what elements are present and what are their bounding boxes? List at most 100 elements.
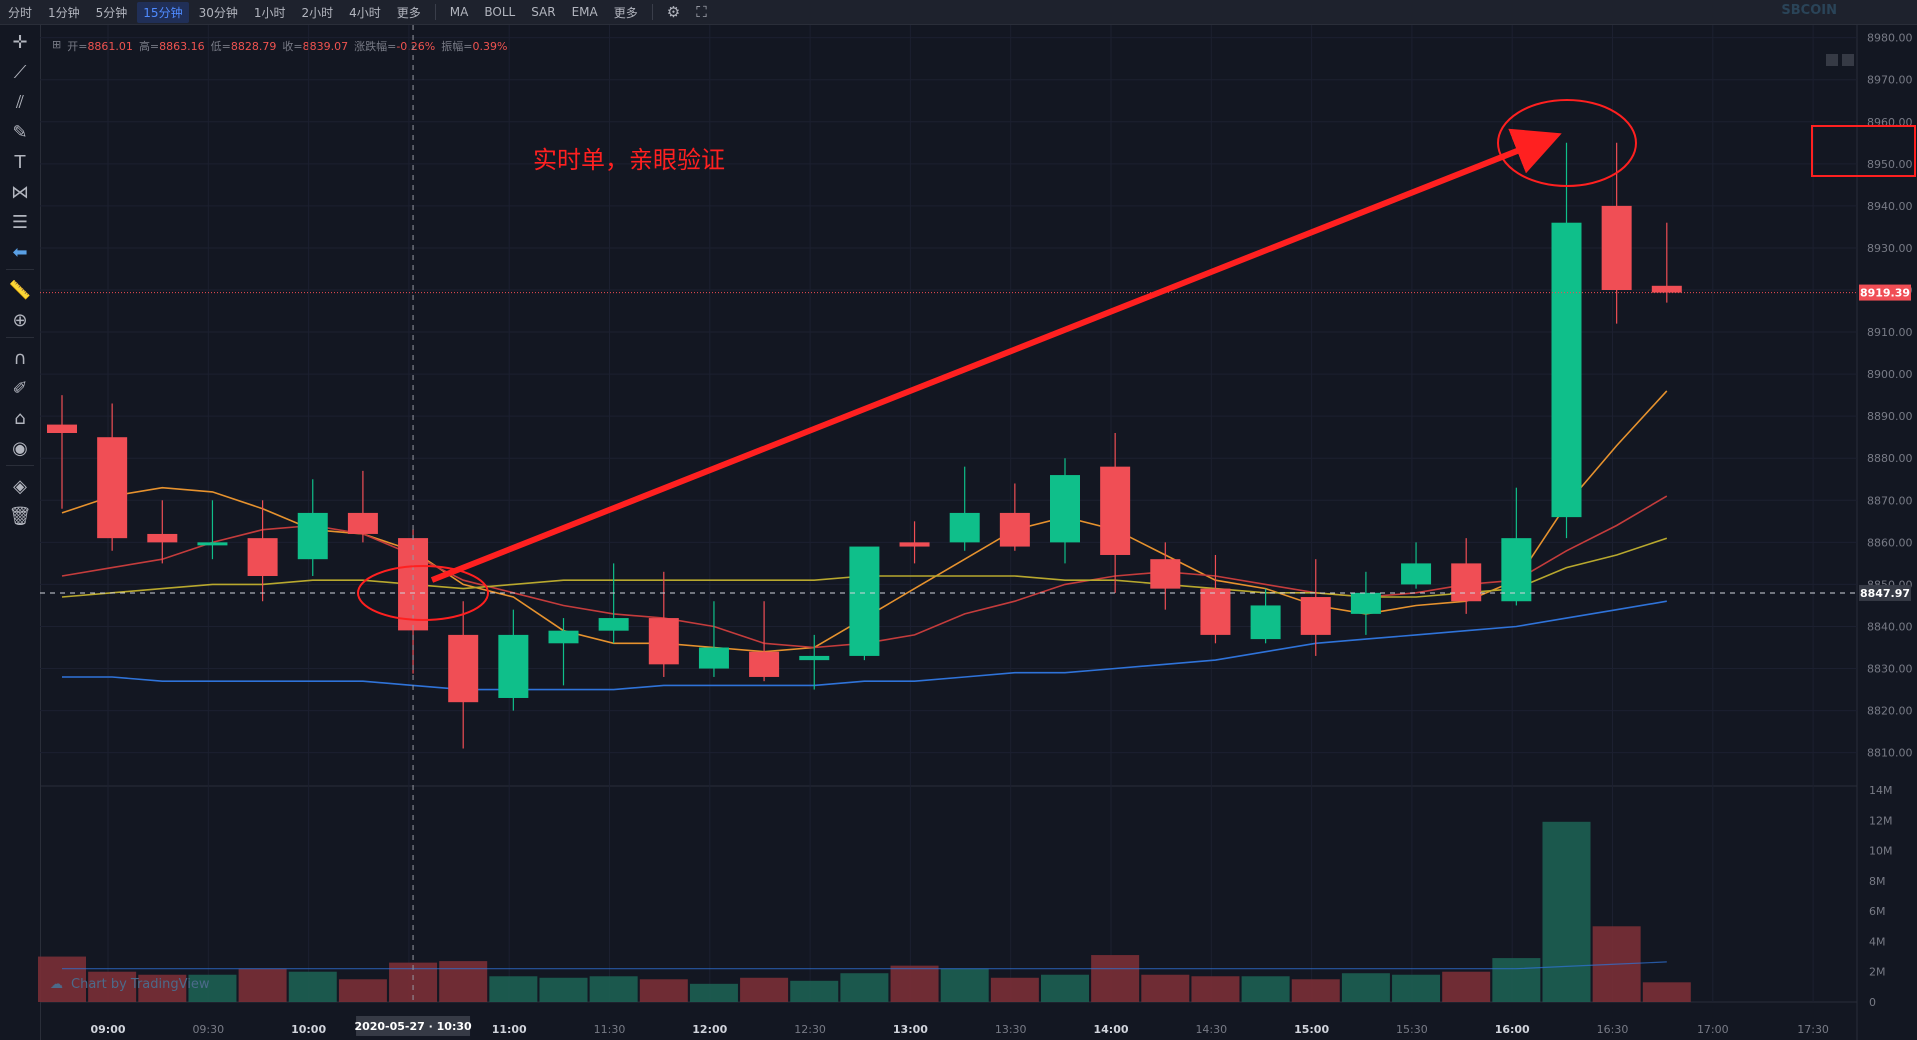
current-price-badge — [1859, 284, 1911, 301]
volume-bar — [1341, 973, 1390, 1002]
pattern-icon[interactable]: ⋈ — [11, 181, 29, 203]
indicator-ma[interactable]: MA — [449, 5, 469, 19]
time-tick-label: 12:30 — [794, 1023, 826, 1036]
volume-bar — [1542, 821, 1591, 1002]
volume-bar — [38, 956, 86, 1002]
time-tick-label: 17:00 — [1697, 1023, 1729, 1036]
watermark-text: Chart by TradingView — [71, 976, 210, 992]
parallel-channel-icon[interactable]: ⫽ — [15, 91, 25, 113]
candle-up — [949, 512, 980, 543]
volume-bar — [439, 961, 488, 1002]
volume-bar — [238, 968, 287, 1002]
fib-icon[interactable]: ☰ — [11, 211, 29, 233]
toolbar-divider — [651, 4, 653, 20]
candle-up — [1350, 592, 1381, 614]
candle-down — [899, 542, 930, 547]
time-tick-label: 16:30 — [1597, 1023, 1629, 1036]
volume-bar — [639, 979, 688, 1002]
interval-30m[interactable]: 30分钟 — [198, 5, 238, 20]
volume-tick-label: 4M — [1869, 935, 1886, 948]
candle-up — [297, 512, 328, 560]
interval-more[interactable]: 更多 — [396, 5, 421, 20]
tradingview-watermark[interactable]: ☁ Chart by TradingView — [50, 972, 209, 996]
volume-bar — [338, 979, 387, 1002]
candle-down — [448, 634, 479, 703]
time-tick-label: 10:00 — [291, 1023, 326, 1036]
layers-icon[interactable]: ◈ — [13, 475, 27, 497]
price-tick-label: 8860.00 — [1867, 536, 1913, 549]
interval-4h[interactable]: 4小时 — [349, 5, 381, 20]
indicator-ema[interactable]: EMA — [571, 5, 598, 19]
amplitude-value: 0.39% — [472, 40, 508, 53]
interval-2h[interactable]: 2小时 — [301, 5, 334, 20]
crosshair-date-label: 2020-05-27 · 10:30 — [354, 1020, 472, 1033]
candle-down — [1651, 285, 1682, 293]
indicator-more[interactable]: 更多 — [613, 5, 638, 20]
crosshair-price-label: 8847.97 — [1860, 587, 1910, 600]
crosshair-price-badge — [1859, 584, 1911, 601]
price-tick-label: 8830.00 — [1867, 663, 1913, 676]
trend-line-icon[interactable]: ⟋ — [13, 61, 27, 83]
volume-bar — [940, 968, 989, 1002]
open-value: 8861.01 — [87, 40, 133, 53]
cloud-icon: ☁ — [50, 976, 63, 992]
volume-tick-label: 14M — [1869, 784, 1893, 797]
candle-down — [147, 533, 178, 543]
candle-down — [1200, 588, 1231, 635]
zoom-in-icon[interactable]: ⊕ — [12, 309, 28, 331]
volume-bar — [288, 971, 337, 1002]
price-tick-label: 8820.00 — [1867, 705, 1913, 718]
interval-5m[interactable]: 5分钟 — [95, 5, 128, 20]
candle-down — [1100, 466, 1131, 555]
brush-icon[interactable]: ✎ — [12, 121, 28, 143]
indicator-sar[interactable]: SAR — [531, 5, 556, 19]
time-tick-label: 13:00 — [893, 1023, 928, 1036]
interval-1m[interactable]: 1分钟 — [48, 5, 80, 20]
indicator-boll[interactable]: BOLL — [484, 5, 516, 19]
legend-toggle-icon[interactable]: ⊞ — [52, 38, 62, 51]
time-tick-label: 15:30 — [1396, 1023, 1428, 1036]
volume-tick-label: 6M — [1869, 905, 1886, 918]
time-tick-label: 09:30 — [192, 1023, 224, 1036]
interval-15m[interactable]: 15分钟 — [137, 1, 189, 23]
arrow-left-icon[interactable]: ⬅ — [12, 241, 28, 263]
low-value: 8828.79 — [230, 40, 277, 53]
unlock-icon[interactable]: ⌂ — [14, 407, 26, 429]
text-icon[interactable]: T — [14, 151, 26, 173]
lock-pencil-icon[interactable]: ✐ — [12, 377, 28, 399]
volume-bar — [138, 974, 187, 1002]
interval-tick[interactable]: 分时 — [8, 5, 33, 20]
time-tick-label: 11:00 — [492, 1023, 527, 1036]
pane-down-icon — [1842, 54, 1854, 66]
volume-bar — [1492, 958, 1541, 1002]
time-tick-label: 16:00 — [1495, 1023, 1530, 1036]
price-tick-label: 8950.00 — [1867, 158, 1913, 171]
candle-down — [247, 538, 278, 577]
toolbar-divider — [434, 4, 436, 20]
volume-bar — [790, 980, 839, 1002]
price-tick-label: 8870.00 — [1867, 494, 1913, 507]
sidebar-divider — [6, 269, 34, 270]
crosshair-icon[interactable]: ✛ — [12, 31, 28, 53]
ruler-icon[interactable]: 📏 — [8, 279, 32, 301]
fullscreen-icon[interactable]: ⛶ — [696, 3, 707, 21]
gear-icon[interactable]: ⚙ — [666, 3, 681, 21]
price-tick-label: 8890.00 — [1867, 410, 1913, 423]
ma-line-ma60 — [62, 600, 1667, 691]
eye-icon[interactable]: ◉ — [12, 437, 28, 459]
volume-bar — [1392, 974, 1441, 1002]
price-tick-label: 8970.00 — [1867, 74, 1913, 87]
magnet-icon[interactable]: ∩ — [13, 347, 27, 369]
candle-down — [1150, 559, 1181, 589]
candle-up — [1501, 538, 1532, 602]
volume-bar — [990, 977, 1039, 1002]
volume-bar — [1141, 974, 1190, 1002]
trash-icon[interactable]: 🗑 — [8, 505, 32, 527]
volume-bar — [188, 974, 237, 1002]
time-tick-label: 14:30 — [1195, 1023, 1227, 1036]
pane-up-icon — [1826, 54, 1838, 66]
time-tick-label: 11:30 — [594, 1023, 626, 1036]
interval-1h[interactable]: 1小时 — [253, 5, 286, 20]
volume-tick-label: 0 — [1869, 996, 1876, 1009]
